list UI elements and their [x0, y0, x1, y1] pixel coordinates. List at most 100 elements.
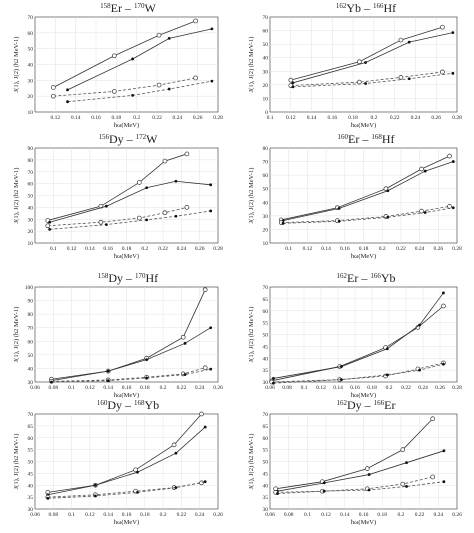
y-tick-label: 40 — [28, 63, 34, 69]
x-tick-label: 0.2 — [386, 385, 393, 391]
x-tick-label: 0.12 — [286, 115, 296, 121]
data-point — [46, 496, 50, 500]
y-tick-label: 30 — [263, 214, 269, 220]
data-point — [131, 93, 135, 97]
title-mass-b: 170 — [134, 2, 145, 10]
data-point — [193, 18, 198, 24]
data-point — [364, 61, 367, 64]
chart-panel: 0.06 0.08 0.1 0.12 0.14 0.16 0.18 0.2 0.22 0.24 0.… — [248, 271, 462, 399]
title-element-b: Yb — [145, 398, 160, 412]
title-mass-a: 162 — [336, 2, 347, 10]
x-tick-label: 0.28 — [213, 115, 223, 121]
y-tick-label: 20 — [28, 229, 34, 235]
y-axis-label: J(1), J(2) (ħ2 MeV-1) — [248, 168, 255, 224]
y-tick-label: 0 — [265, 110, 268, 116]
x-tick-label: 0.14 — [307, 115, 317, 121]
x-tick-label: 0.22 — [401, 385, 411, 391]
x-tick-label: 0.16 — [350, 385, 360, 391]
chart-panel: 0.06 0.08 0.1 0.12 0.14 0.16 0.18 0.2 0.22 0.24 0.… — [13, 398, 223, 526]
data-point — [106, 379, 110, 383]
y-axis-label: J(1), J(2) (ħ2 MeV-1) — [13, 434, 20, 490]
data-point — [442, 291, 445, 295]
data-point — [385, 373, 389, 377]
x-axis-label: ħω(MeV) — [114, 392, 139, 399]
series-line — [292, 32, 453, 84]
y-tick-label: 50 — [263, 42, 269, 48]
x-tick-label: 0.14 — [333, 385, 343, 391]
title-separator: – — [124, 398, 132, 412]
data-point — [174, 179, 178, 183]
x-tick-label: 0.06 — [30, 385, 40, 391]
x-tick-label: 0.18 — [359, 246, 369, 252]
data-point — [209, 367, 213, 371]
x-tick-label: 0.24 — [411, 115, 421, 121]
x-tick-label: 0.24 — [173, 115, 183, 121]
chart-panel: 0.1 0.12 0.14 0.16 0.18 0.2 0.22 0.24 0.26 0.28 10… — [248, 132, 462, 260]
data-point — [171, 442, 177, 448]
y-tick-label: 20 — [28, 94, 34, 100]
y-tick-label: 35 — [28, 495, 34, 501]
panel-title: 160Dy –168Yb — [97, 398, 159, 412]
x-tick-label: 0.1 — [304, 512, 311, 518]
x-tick-label: 0.12 — [303, 246, 313, 252]
x-tick-label: 0.2 — [141, 246, 148, 252]
x-tick-label: 0.2 — [379, 246, 386, 252]
data-point — [199, 480, 204, 486]
y-tick-label: 60 — [263, 436, 269, 442]
x-tick-label: 0.14 — [103, 385, 113, 391]
y-tick-label: 90 — [28, 299, 34, 305]
data-point — [131, 57, 135, 61]
x-tick-label: 0.12 — [51, 115, 61, 121]
x-tick-label: 0.28 — [213, 246, 223, 252]
title-separator: – — [361, 132, 369, 146]
x-tick-label: 0.18 — [377, 512, 387, 518]
y-tick-label: 70 — [263, 160, 269, 166]
x-tick-label: 0.28 — [452, 246, 462, 252]
data-point — [156, 82, 162, 88]
x-tick-label: 0.12 — [85, 385, 95, 391]
series-line — [273, 363, 444, 384]
y-tick-label: 70 — [28, 412, 34, 418]
x-axis-label: ħω(MeV) — [114, 122, 139, 129]
data-point — [386, 215, 390, 219]
y-tick-label: 35 — [263, 368, 269, 374]
series-line — [67, 80, 212, 103]
title-mass-b: 168 — [371, 133, 382, 141]
x-tick-label: 0.06 — [265, 512, 275, 518]
data-point — [442, 480, 446, 484]
y-tick-label: 30 — [263, 69, 269, 75]
x-tick-label: 0.2 — [397, 512, 404, 518]
x-tick-label: 0.24 — [433, 512, 443, 518]
y-tick-label: 30 — [28, 507, 34, 513]
x-tick-label: 0.06 — [30, 512, 40, 518]
data-point — [272, 381, 275, 385]
data-point — [447, 204, 452, 209]
series-line — [292, 72, 453, 88]
data-point — [367, 473, 371, 476]
y-tick-label: 40 — [263, 200, 269, 206]
title-mass-b: 168 — [134, 399, 145, 407]
data-point — [447, 153, 452, 159]
y-tick-label: 70 — [263, 285, 269, 291]
y-tick-label: 40 — [28, 205, 34, 211]
y-tick-label: 50 — [263, 460, 269, 466]
data-point — [364, 466, 370, 471]
y-tick-label: 90 — [28, 146, 34, 152]
data-point — [418, 323, 421, 327]
y-tick-label: 60 — [263, 173, 269, 179]
data-point — [174, 214, 178, 218]
title-separator: – — [126, 132, 134, 146]
x-tick-label: 0.08 — [284, 512, 294, 518]
y-tick-label: 55 — [263, 448, 269, 454]
data-point — [405, 461, 408, 465]
y-tick-label: 10 — [28, 241, 34, 247]
data-point — [367, 488, 371, 492]
x-tick-label: 0.08 — [48, 385, 58, 391]
data-point — [400, 481, 406, 487]
data-point — [423, 211, 427, 214]
data-point — [167, 87, 171, 91]
data-point — [180, 334, 186, 340]
data-point — [281, 221, 285, 225]
title-mass-b: 170 — [135, 272, 146, 280]
x-tick-label: 0.14 — [103, 512, 113, 518]
